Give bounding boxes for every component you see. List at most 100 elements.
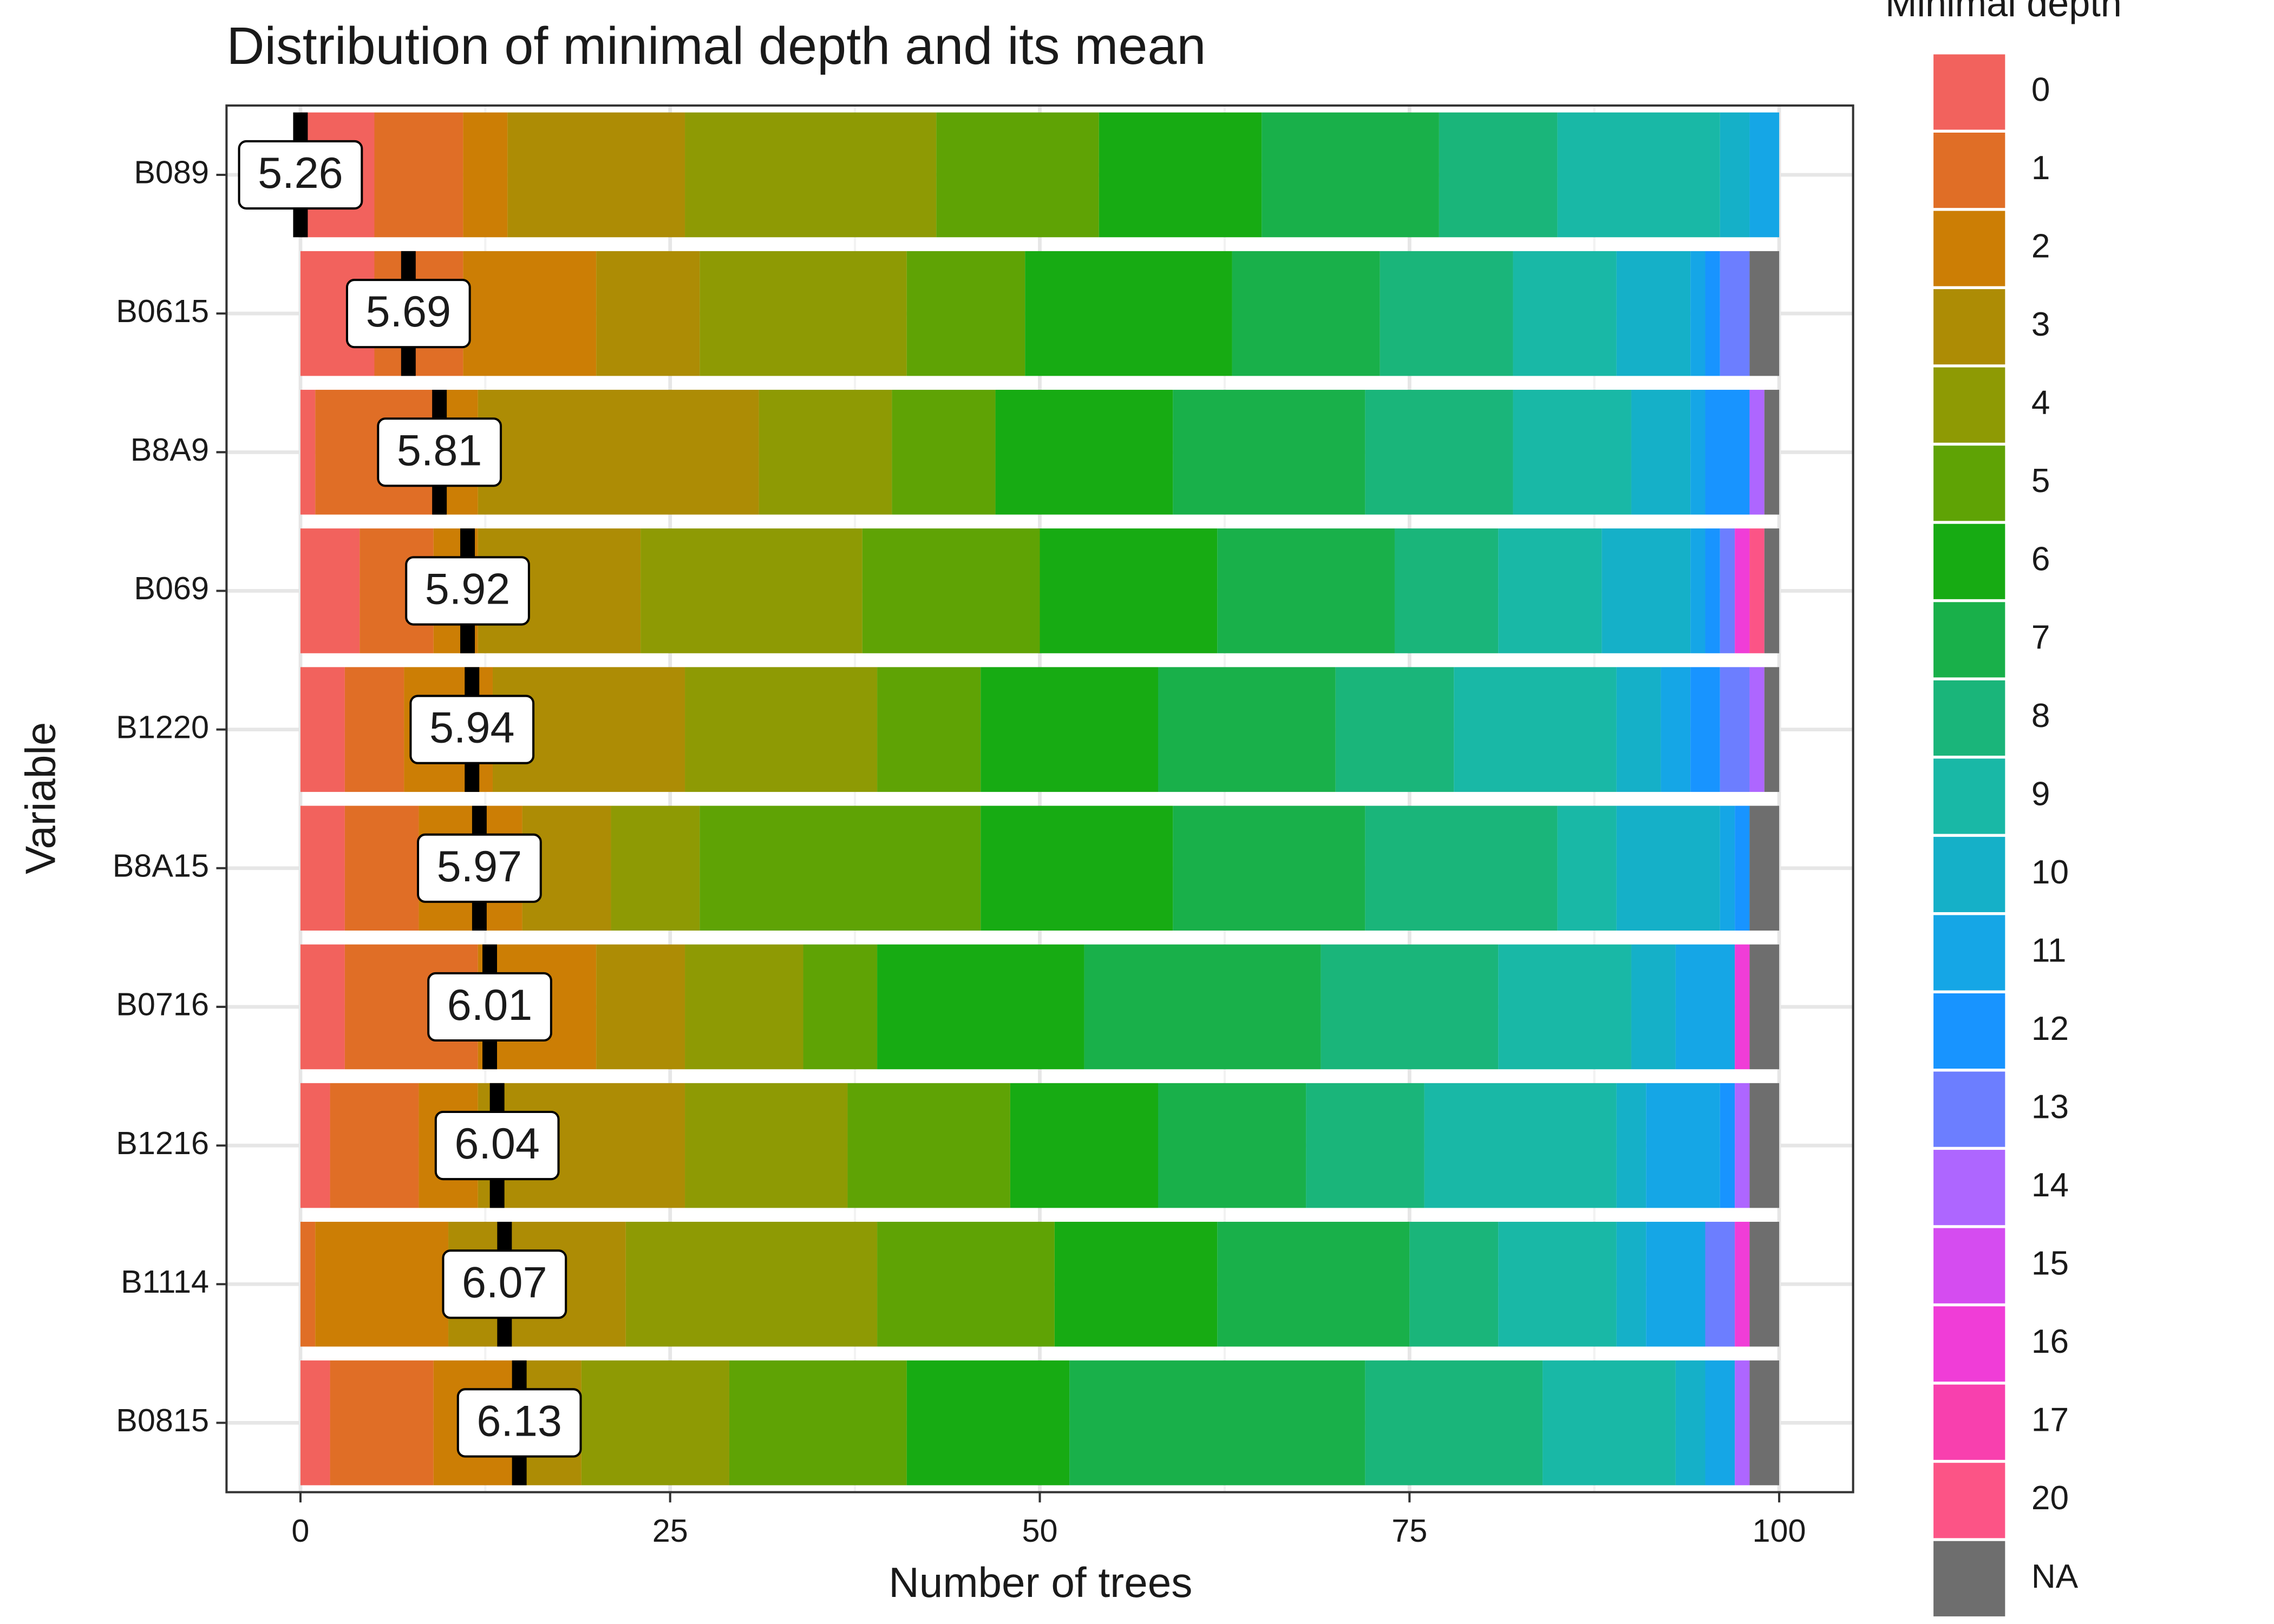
legend-label: 2 — [2031, 228, 2050, 265]
legend-label: 20 — [2031, 1479, 2069, 1517]
y-tick-label: B0815 — [116, 1402, 209, 1438]
legend-swatch — [1933, 915, 2005, 991]
bar-segment — [1616, 667, 1661, 792]
mean-label: 6.01 — [447, 981, 533, 1030]
bar-segment — [344, 806, 419, 931]
mean-label: 6.04 — [454, 1119, 540, 1168]
bar-segment — [892, 390, 996, 515]
bar-segment — [1705, 528, 1720, 653]
mean-label-box — [427, 972, 552, 1042]
y-tick-label: B069 — [134, 570, 209, 606]
legend-swatch — [1933, 289, 2005, 365]
y-tick-label: B0716 — [116, 986, 209, 1023]
legend-label: 12 — [2031, 1010, 2069, 1047]
legend-swatch — [1933, 680, 2005, 756]
bar-segment — [1705, 1360, 1735, 1485]
y-tick-label: B1220 — [116, 709, 209, 745]
legend-swatch — [1933, 1071, 2005, 1147]
legend-swatch — [1933, 132, 2005, 208]
bar-segment — [1232, 251, 1380, 376]
bar-segment — [1498, 528, 1602, 653]
bar-segment — [507, 112, 685, 238]
x-tick-label: 25 — [652, 1512, 688, 1549]
bar-segment — [1173, 806, 1365, 931]
bar-segment — [1394, 528, 1499, 653]
x-tick-label: 100 — [1753, 1512, 1806, 1549]
bar-segment — [1720, 667, 1750, 792]
bar-segment — [1616, 806, 1720, 931]
bar-segment — [877, 667, 981, 792]
bar-segment — [995, 390, 1173, 515]
bar-segment — [1616, 1221, 1646, 1347]
bar-segment — [300, 1221, 316, 1347]
bar-segment — [1498, 944, 1631, 1070]
bar-segment — [1380, 251, 1513, 376]
bar-segment — [1099, 112, 1262, 238]
bar-segment — [1439, 112, 1558, 238]
bar-segment — [1173, 390, 1365, 515]
bar-segment — [1025, 251, 1232, 376]
bar-segment — [1335, 667, 1454, 792]
bar-segment — [1735, 806, 1750, 931]
bar-segment — [1040, 528, 1218, 653]
bar-segment — [300, 806, 345, 931]
bar-segment — [463, 112, 508, 238]
y-tick-label: B089 — [134, 154, 209, 191]
bar-segment — [1749, 667, 1765, 792]
bar-segment — [1631, 390, 1691, 515]
mean-label: 5.81 — [397, 426, 482, 475]
mean-label-box — [409, 695, 535, 764]
legend-swatch — [1933, 523, 2005, 599]
y-tick-label: B0615 — [116, 293, 209, 329]
bar-segment — [1749, 112, 1780, 238]
legend-title: Minimal depth — [1885, 0, 2122, 24]
mean-label-box — [434, 1110, 560, 1181]
mean-label-box — [442, 1249, 567, 1319]
bar-segment — [300, 944, 345, 1070]
bar-segment — [1735, 944, 1750, 1070]
mean-label: 5.97 — [437, 842, 522, 891]
legend-swatch — [1933, 1463, 2005, 1538]
bar-segment — [1365, 390, 1513, 515]
bar-segment — [1690, 390, 1706, 515]
mean-label: 6.13 — [476, 1397, 562, 1446]
bar-segment — [1749, 1360, 1780, 1485]
legend-swatch — [1933, 367, 2005, 443]
bar-segment — [1321, 944, 1499, 1070]
bar-segment — [1661, 667, 1691, 792]
bar-segment — [1217, 1221, 1410, 1347]
legend-label: 16 — [2031, 1323, 2069, 1360]
legend-label: 0 — [2031, 71, 2050, 108]
bar-segment — [1735, 1083, 1750, 1208]
bar-segment — [300, 667, 345, 792]
bar-segment — [1735, 528, 1750, 653]
bar-segment — [330, 1360, 434, 1485]
bar-segment — [1675, 944, 1735, 1070]
bar-segment — [685, 667, 878, 792]
bar-segment — [1616, 251, 1691, 376]
y-tick-label: B8A9 — [130, 431, 209, 468]
bar-segment — [625, 1221, 878, 1347]
bar-segment — [1749, 528, 1765, 653]
bar-segment — [1557, 806, 1617, 931]
bar-segment — [1054, 1221, 1218, 1347]
legend-swatch — [1933, 993, 2005, 1069]
legend-label: 5 — [2031, 462, 2050, 500]
bar-segment — [1454, 667, 1617, 792]
bar-segment — [581, 1360, 729, 1485]
mean-label-box — [377, 417, 502, 487]
mean-label: 5.69 — [366, 287, 452, 336]
mean-label: 5.92 — [425, 565, 511, 614]
bar-segment — [1720, 806, 1735, 931]
legend-label: 13 — [2031, 1088, 2069, 1125]
y-axis-label: Variable — [17, 722, 64, 874]
bar-segment — [1705, 251, 1720, 376]
bar-segment — [759, 390, 892, 515]
bar-segment — [300, 1360, 330, 1485]
bar-segment — [1616, 1083, 1646, 1208]
bar-segment — [300, 528, 360, 653]
bar-segment — [1749, 806, 1780, 931]
x-axis-label: Number of trees — [888, 1558, 1192, 1606]
